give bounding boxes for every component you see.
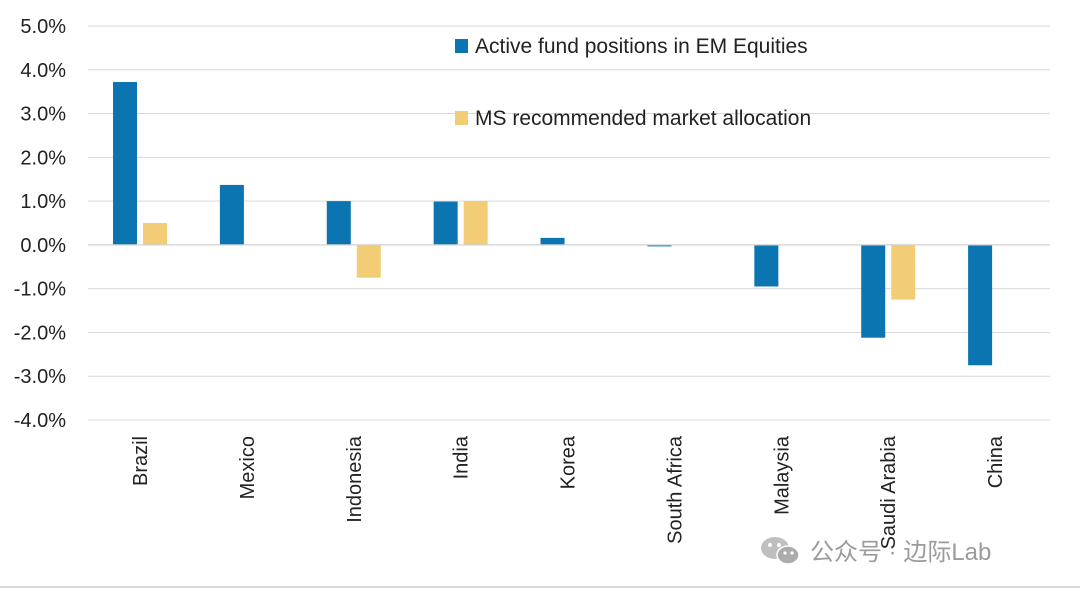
x-tick-label: India bbox=[451, 435, 473, 479]
x-tick-label: Korea bbox=[558, 435, 580, 489]
bar-active-fund-brazil bbox=[113, 82, 137, 245]
y-tick-label: -4.0% bbox=[14, 410, 66, 432]
gridlines bbox=[88, 25, 1050, 421]
y-axis-tick-labels: 5.0% 4.0% 3.0% 2.0% 1.0% 0.0% -1.0% -2.0% -3.0% -… bbox=[14, 16, 66, 432]
legend-swatch bbox=[455, 39, 468, 53]
bar-ms-allocation-brazil bbox=[143, 223, 167, 245]
x-tick-label: Malaysia bbox=[771, 435, 793, 515]
y-tick-label: 3.0% bbox=[20, 104, 66, 126]
bar-active-fund-india bbox=[433, 201, 458, 245]
bar-active-fund-saudi-arabia bbox=[861, 244, 886, 338]
y-tick-label: 4.0% bbox=[20, 60, 66, 82]
y-tick-label: 2.0% bbox=[20, 147, 66, 169]
bar-ms-allocation-saudi-arabia bbox=[891, 244, 916, 300]
bar-active-fund-indonesia bbox=[326, 201, 351, 245]
watermark: 公众号 · 边际Lab bbox=[761, 537, 991, 566]
x-tick-label: China bbox=[985, 435, 1007, 488]
x-tick-label: Saudi Arabia bbox=[878, 435, 900, 549]
x-tick-label: Indonesia bbox=[344, 435, 366, 523]
x-tick-label: South Africa bbox=[664, 435, 686, 544]
y-tick-label: 1.0% bbox=[20, 191, 66, 213]
legend: Active fund positions in EM Equities MS r… bbox=[455, 35, 811, 130]
legend-label: MS recommended market allocation bbox=[475, 107, 811, 130]
x-axis-tick-labels: Brazil Mexico Indonesia India Korea South Afr… bbox=[130, 435, 1007, 549]
bars bbox=[113, 82, 993, 366]
bottom-divider bbox=[0, 586, 1080, 588]
y-tick-label: 5.0% bbox=[20, 16, 66, 38]
bar-ms-allocation-india bbox=[463, 201, 488, 245]
bar-active-fund-korea bbox=[540, 237, 565, 245]
bar-active-fund-china bbox=[968, 244, 993, 366]
legend-label: Active fund positions in EM Equities bbox=[475, 35, 808, 58]
bar-active-fund-south-africa bbox=[647, 244, 672, 247]
bar-ms-allocation-indonesia bbox=[356, 244, 381, 278]
bar-active-fund-mexico bbox=[219, 184, 244, 245]
legend-swatch bbox=[455, 111, 468, 125]
y-tick-label: -1.0% bbox=[14, 279, 66, 301]
wechat-icon bbox=[761, 537, 800, 565]
y-tick-label: -2.0% bbox=[14, 322, 66, 344]
bar-active-fund-malaysia bbox=[754, 244, 779, 287]
watermark-text: 公众号 · 边际Lab bbox=[810, 539, 991, 566]
y-tick-label: -3.0% bbox=[14, 366, 66, 388]
x-tick-label: Brazil bbox=[130, 436, 152, 486]
x-tick-label: Mexico bbox=[237, 436, 259, 499]
y-tick-label: 0.0% bbox=[20, 235, 66, 257]
